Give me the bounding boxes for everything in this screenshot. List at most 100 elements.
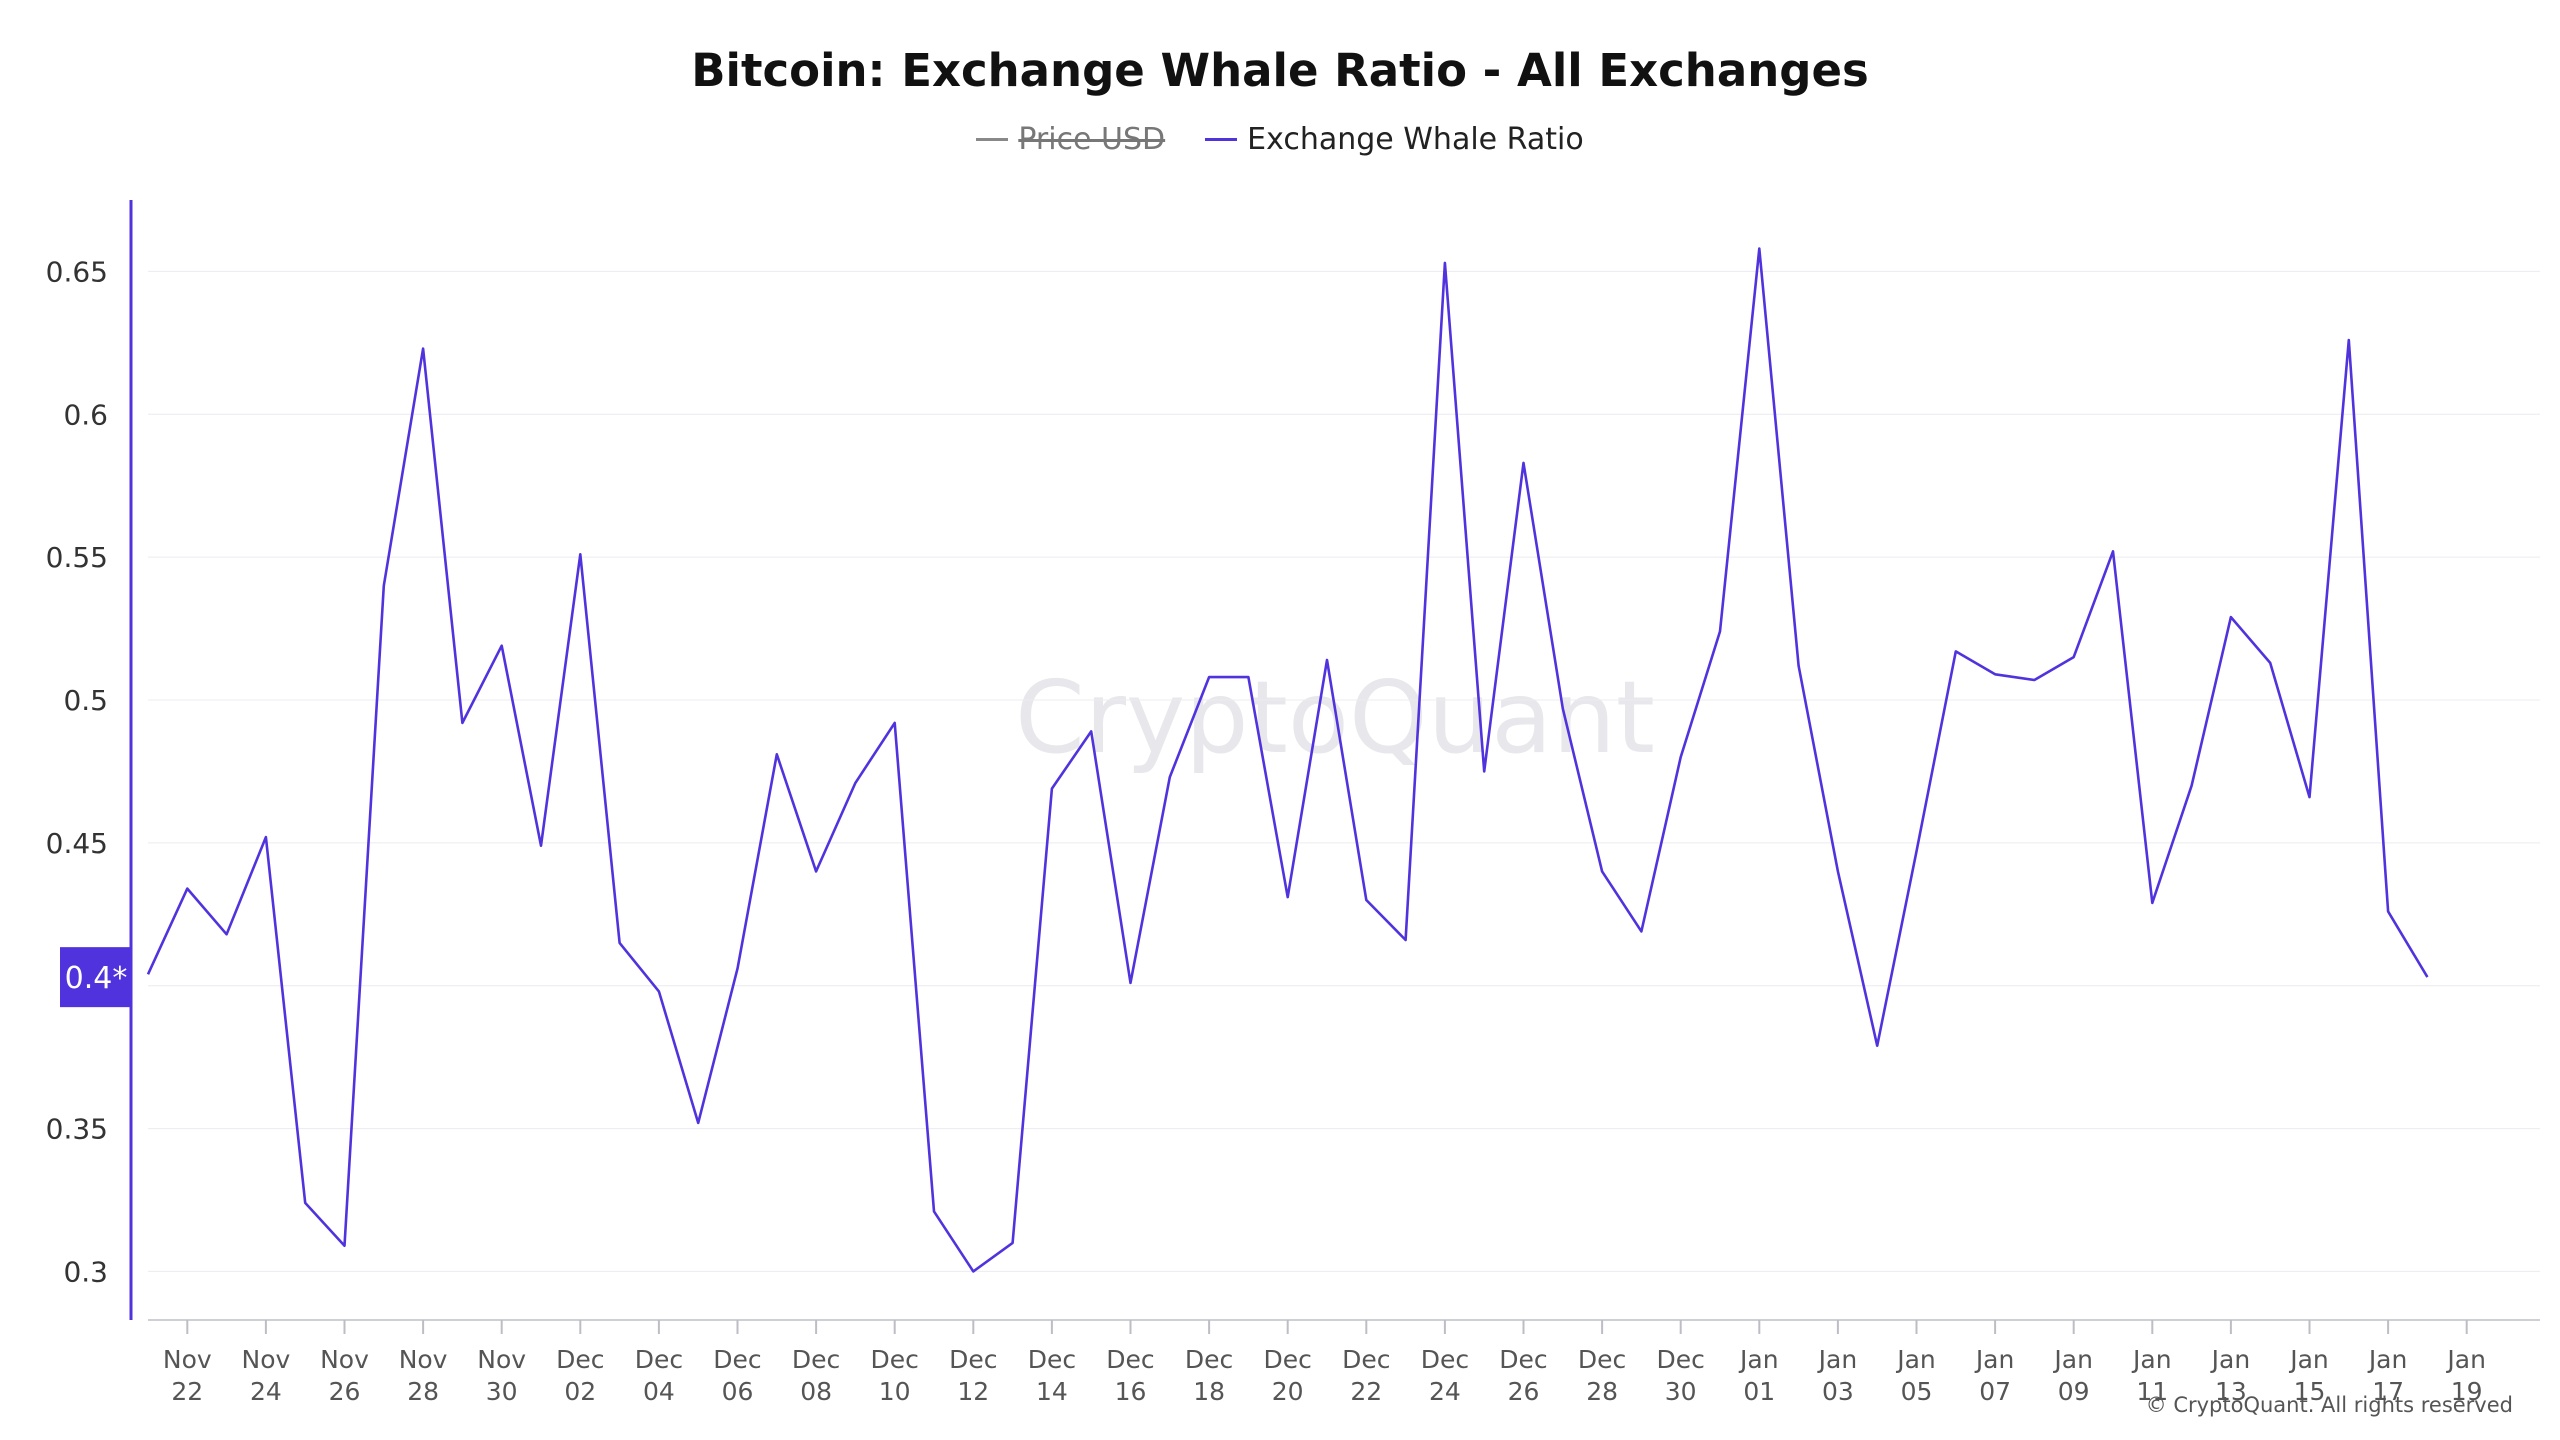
data-point — [2071, 654, 2077, 660]
x-tick-label: Dec — [1657, 1345, 1705, 1374]
x-tick-label: Jan — [2052, 1345, 2093, 1374]
x-tick-label: Dec — [1264, 1345, 1312, 1374]
x-tick-label: Nov — [320, 1345, 369, 1374]
x-tick-label: Dec — [1578, 1345, 1626, 1374]
data-point — [1953, 648, 1959, 654]
data-point — [499, 643, 505, 649]
x-tick-label: Dec — [949, 1345, 997, 1374]
x-tick-label: 12 — [957, 1377, 989, 1406]
current-value-marker: 0.4* — [60, 947, 132, 1008]
x-tick-label: 15 — [2294, 1377, 2326, 1406]
data-point — [2189, 783, 2195, 789]
x-tick-label: 28 — [407, 1377, 439, 1406]
x-tick-label: Dec — [1106, 1345, 1154, 1374]
x-tick-label: 03 — [1822, 1377, 1854, 1406]
y-tick-label: 0.45 — [46, 827, 108, 860]
data-point — [813, 868, 819, 874]
data-point — [1206, 674, 1212, 680]
data-point — [1324, 657, 1330, 663]
data-point — [184, 886, 190, 892]
data-point — [302, 1200, 308, 1206]
x-tick-label: Jan — [2367, 1345, 2408, 1374]
legend-item-price-usd[interactable]: Price USD — [976, 122, 1165, 157]
x-tick-label: Dec — [871, 1345, 919, 1374]
data-point — [459, 720, 465, 726]
x-tick-label: Dec — [1499, 1345, 1547, 1374]
data-point — [1521, 460, 1527, 466]
current-value-box — [60, 947, 132, 1008]
x-tick-label: Dec — [635, 1345, 683, 1374]
data-point — [1638, 928, 1644, 934]
data-point — [1874, 1043, 1880, 1049]
x-tick-label: Nov — [163, 1345, 212, 1374]
y-tick-label: 0.5 — [63, 684, 108, 717]
data-point — [2307, 794, 2313, 800]
x-tick-label: 24 — [1429, 1377, 1461, 1406]
y-tick-label: 0.6 — [63, 398, 108, 431]
x-tick-label: 02 — [564, 1377, 596, 1406]
series-layer — [146, 247, 2429, 1273]
data-point — [1442, 260, 1448, 266]
data-point — [970, 1268, 976, 1274]
series-line-exchange-whale-ratio — [146, 247, 2429, 1273]
x-tick-label: Nov — [399, 1345, 448, 1374]
x-tick-label: Jan — [2445, 1345, 2486, 1374]
data-point — [1678, 754, 1684, 760]
x-tick-label: 01 — [1743, 1377, 1775, 1406]
legend-label-price-usd: Price USD — [1018, 122, 1166, 157]
x-tick-label: Dec — [1421, 1345, 1469, 1374]
chart-title: Bitcoin: Exchange Whale Ratio - All Exch… — [691, 44, 1869, 97]
data-point — [1756, 246, 1762, 252]
x-tick-label: Dec — [556, 1345, 604, 1374]
legend-swatch-price-usd — [976, 138, 1009, 141]
data-point — [1560, 706, 1566, 712]
data-point — [2031, 677, 2037, 683]
x-tick-label: 14 — [1036, 1377, 1068, 1406]
data-point — [1167, 774, 1173, 780]
x-tick-label: Dec — [792, 1345, 840, 1374]
x-tick-label: Dec — [1342, 1345, 1390, 1374]
x-tick-label: 13 — [2215, 1377, 2247, 1406]
data-point — [1717, 628, 1723, 634]
data-point — [1010, 1240, 1016, 1246]
data-point — [735, 966, 741, 972]
data-point — [2346, 337, 2352, 343]
data-point — [145, 971, 151, 977]
data-point — [1992, 671, 1998, 677]
legend: Price USD Exchange Whale Ratio — [0, 122, 2560, 157]
data-point — [1245, 674, 1251, 680]
y-tick-label: 0.3 — [63, 1255, 108, 1288]
x-tick-label: 07 — [1979, 1377, 2011, 1406]
x-tick-label: Jan — [1974, 1345, 2015, 1374]
grid-lines — [148, 270, 2540, 1272]
data-point — [1599, 868, 1605, 874]
x-tick-label: 26 — [1508, 1377, 1540, 1406]
x-tick-label: Dec — [1185, 1345, 1233, 1374]
x-tick-label: 24 — [250, 1377, 282, 1406]
data-point — [656, 988, 662, 994]
x-tick-label: Jan — [2288, 1345, 2329, 1374]
x-tick-label: 16 — [1115, 1377, 1147, 1406]
data-point — [695, 1120, 701, 1126]
x-tick-label: 20 — [1272, 1377, 1304, 1406]
data-point — [2267, 660, 2273, 666]
data-point — [538, 843, 544, 849]
legend-swatch-exchange-whale-ratio — [1205, 138, 1238, 141]
y-tick-label: 0.35 — [46, 1113, 108, 1146]
x-tick-label: 30 — [486, 1377, 518, 1406]
data-point — [1481, 768, 1487, 774]
data-point — [1914, 848, 1920, 854]
x-tick-label: Nov — [477, 1345, 526, 1374]
data-point — [381, 583, 387, 589]
data-point — [1049, 786, 1055, 792]
data-point — [342, 1243, 348, 1249]
data-point — [931, 1208, 937, 1214]
legend-item-exchange-whale-ratio[interactable]: Exchange Whale Ratio — [1205, 122, 1584, 157]
data-point — [774, 751, 780, 757]
x-tick-label: 28 — [1586, 1377, 1618, 1406]
x-tick-label: 17 — [2372, 1377, 2404, 1406]
x-tick-label: Jan — [1738, 1345, 1779, 1374]
x-tick-label: Dec — [1028, 1345, 1076, 1374]
axes: 0.30.350.40.450.50.550.60.65Nov22Nov24No… — [46, 200, 2540, 1406]
